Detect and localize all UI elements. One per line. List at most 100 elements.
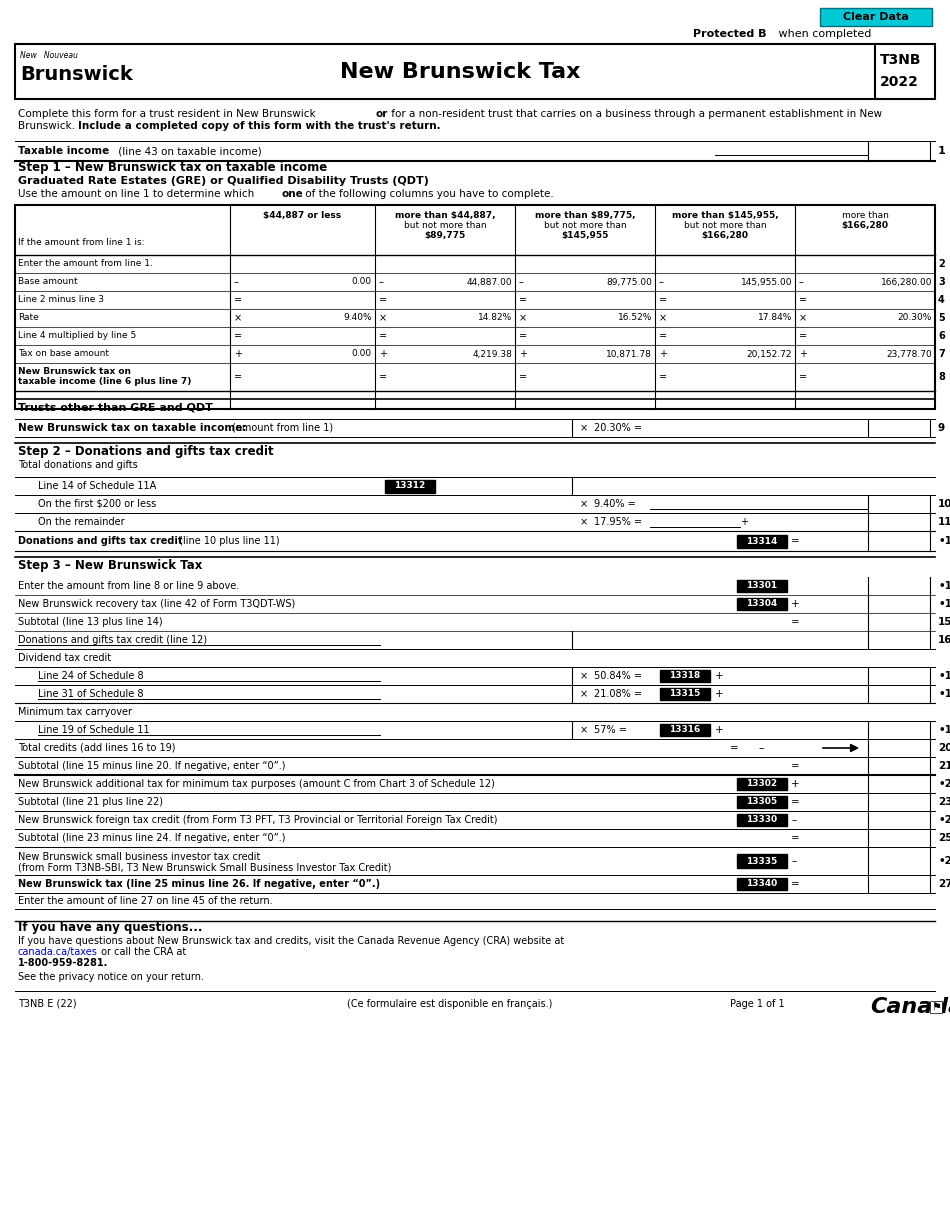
Text: 13318: 13318 — [670, 672, 700, 680]
Text: Minimum tax carryover: Minimum tax carryover — [18, 707, 132, 717]
Text: –: – — [379, 277, 384, 287]
Text: of the following columns you have to complete.: of the following columns you have to com… — [302, 189, 554, 199]
Text: 13312: 13312 — [394, 481, 426, 491]
Text: 13314: 13314 — [747, 536, 778, 545]
Text: 21.08% =: 21.08% = — [594, 689, 642, 699]
Text: Enter the amount from line 8 or line 9 above.: Enter the amount from line 8 or line 9 a… — [18, 581, 239, 590]
Text: New Brunswick additional tax for minimum tax purposes (amount C from Chart 3 of : New Brunswick additional tax for minimum… — [18, 779, 495, 788]
Text: +: + — [715, 672, 724, 681]
Text: 57% =: 57% = — [594, 724, 627, 736]
Text: +: + — [234, 349, 242, 359]
Text: ×: × — [379, 312, 388, 323]
Text: –: – — [758, 743, 764, 753]
Text: 25: 25 — [938, 833, 950, 843]
Text: 16.52%: 16.52% — [618, 314, 652, 322]
Text: Canada: Canada — [870, 998, 950, 1017]
Text: Brunswick: Brunswick — [20, 64, 133, 84]
Text: –: – — [519, 277, 523, 287]
Text: +: + — [659, 349, 667, 359]
Text: Clear Data: Clear Data — [844, 12, 909, 22]
Text: 11: 11 — [938, 517, 950, 526]
Text: $44,887 or less: $44,887 or less — [263, 212, 342, 220]
Text: New Brunswick tax on taxable income:: New Brunswick tax on taxable income: — [18, 423, 246, 433]
Text: 13315: 13315 — [670, 690, 700, 699]
Text: Donations and gifts tax credit (line 12): Donations and gifts tax credit (line 12) — [18, 635, 207, 645]
Bar — [385, 480, 435, 493]
Text: •26: •26 — [938, 856, 950, 866]
Text: 0.00: 0.00 — [352, 278, 372, 287]
Text: =: = — [730, 743, 739, 753]
Text: 4: 4 — [938, 295, 944, 305]
Text: Subtotal (line 13 plus line 14): Subtotal (line 13 plus line 14) — [18, 617, 162, 627]
Text: (Ce formulaire est disponible en français.): (Ce formulaire est disponible en françai… — [348, 999, 553, 1009]
Text: Total donations and gifts: Total donations and gifts — [18, 460, 138, 470]
Text: +: + — [379, 349, 387, 359]
Text: If the amount from line 1 is:: If the amount from line 1 is: — [18, 237, 144, 247]
Text: ×: × — [659, 312, 667, 323]
Text: •14: •14 — [938, 599, 950, 609]
Text: =: = — [234, 371, 242, 383]
Text: Line 14 of Schedule 11A: Line 14 of Schedule 11A — [38, 481, 156, 491]
Text: $166,280: $166,280 — [701, 231, 749, 240]
Text: (amount from line 1): (amount from line 1) — [232, 423, 333, 433]
Text: +: + — [715, 724, 724, 736]
Bar — [737, 535, 787, 549]
Text: 1: 1 — [938, 146, 946, 156]
Text: =: = — [379, 331, 388, 341]
Text: $145,955: $145,955 — [561, 231, 609, 240]
Text: ⚑: ⚑ — [931, 1002, 941, 1012]
Text: Line 31 of Schedule 8: Line 31 of Schedule 8 — [38, 689, 143, 699]
Text: =: = — [799, 295, 807, 305]
Text: 166,280.00: 166,280.00 — [881, 278, 932, 287]
Text: Enter the amount from line 1.: Enter the amount from line 1. — [18, 260, 153, 268]
Text: •19: •19 — [938, 724, 950, 736]
Text: Line 19 of Schedule 11: Line 19 of Schedule 11 — [38, 724, 150, 736]
Text: New Brunswick foreign tax credit (from Form T3 PFT, T3 Provincial or Territorial: New Brunswick foreign tax credit (from F… — [18, 815, 498, 825]
Text: 13340: 13340 — [747, 879, 778, 888]
Text: •18: •18 — [938, 689, 950, 699]
Text: Dividend tax credit: Dividend tax credit — [18, 653, 111, 663]
Text: =: = — [791, 797, 800, 807]
Text: Rate: Rate — [18, 314, 39, 322]
Text: 20.30% =: 20.30% = — [594, 423, 642, 433]
Text: 21: 21 — [938, 761, 950, 771]
Text: Page 1 of 1: Page 1 of 1 — [730, 999, 785, 1009]
Text: =: = — [659, 331, 667, 341]
Text: $89,775: $89,775 — [425, 231, 466, 240]
Text: 0.00: 0.00 — [352, 349, 372, 358]
Bar — [737, 779, 787, 790]
Text: =: = — [519, 331, 527, 341]
Text: 13316: 13316 — [670, 726, 700, 734]
Text: 13330: 13330 — [747, 815, 777, 824]
Text: one: one — [281, 189, 303, 199]
Text: Step 2 – Donations and gifts tax credit: Step 2 – Donations and gifts tax credit — [18, 445, 274, 459]
Text: 3: 3 — [938, 277, 944, 287]
Text: ×: × — [799, 312, 807, 323]
Text: 23,778.70: 23,778.70 — [886, 349, 932, 358]
Text: 9.40%: 9.40% — [343, 314, 372, 322]
Text: =: = — [791, 761, 800, 771]
Text: +: + — [791, 599, 800, 609]
Text: $166,280: $166,280 — [842, 221, 888, 230]
Text: ×: × — [580, 499, 588, 509]
Text: 13302: 13302 — [747, 780, 777, 788]
Text: +: + — [791, 779, 800, 788]
Text: =: = — [234, 331, 242, 341]
Text: Graduated Rate Estates (GRE) or Qualified Disability Trusts (QDT): Graduated Rate Estates (GRE) or Qualifie… — [18, 176, 428, 186]
Text: Line 4 multiplied by line 5: Line 4 multiplied by line 5 — [18, 332, 136, 341]
Text: =: = — [234, 295, 242, 305]
Text: 1-800-959-8281.: 1-800-959-8281. — [18, 958, 108, 968]
Text: 13305: 13305 — [747, 797, 777, 807]
Text: Taxable income: Taxable income — [18, 146, 109, 156]
Text: 4,219.38: 4,219.38 — [472, 349, 512, 358]
Bar — [660, 670, 710, 681]
Text: New Brunswick tax on: New Brunswick tax on — [18, 367, 131, 375]
Text: +: + — [740, 517, 748, 526]
Text: 6: 6 — [938, 331, 944, 341]
Text: ×: × — [580, 689, 588, 699]
Text: 9: 9 — [938, 423, 945, 433]
Text: T3NB E (22): T3NB E (22) — [18, 999, 77, 1009]
Text: Step 1 – New Brunswick tax on taxable income: Step 1 – New Brunswick tax on taxable in… — [18, 160, 327, 173]
Text: Trusts other than GRE and QDT: Trusts other than GRE and QDT — [18, 402, 213, 412]
Text: –: – — [659, 277, 664, 287]
